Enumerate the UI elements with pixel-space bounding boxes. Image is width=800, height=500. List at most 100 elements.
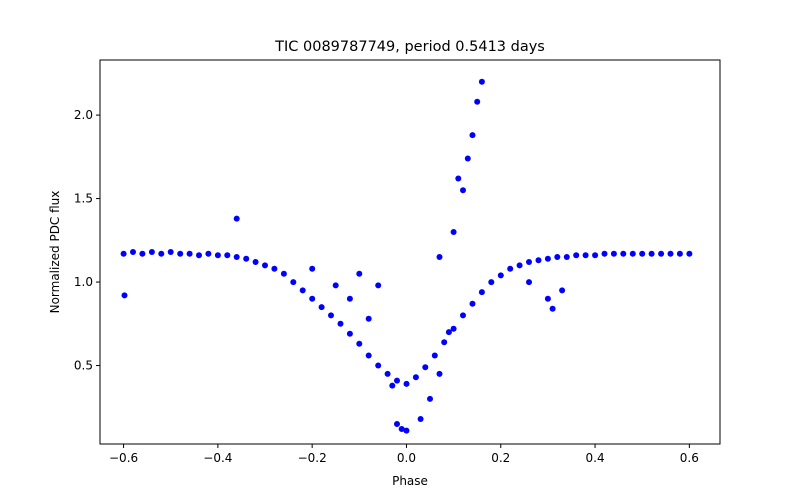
data-point xyxy=(535,257,542,264)
data-point xyxy=(290,279,297,286)
data-point xyxy=(507,265,514,272)
data-point xyxy=(436,254,443,260)
data-point xyxy=(544,255,551,262)
x-tick-label: 0.6 xyxy=(680,451,699,465)
data-point xyxy=(375,282,382,289)
data-point xyxy=(676,250,683,257)
data-point xyxy=(332,282,339,289)
data-point xyxy=(233,215,240,222)
data-point xyxy=(667,250,674,257)
data-point xyxy=(497,272,504,279)
data-point xyxy=(224,252,231,259)
data-point xyxy=(450,325,457,332)
data-point xyxy=(177,250,184,257)
data-point xyxy=(629,250,636,257)
y-axis-ticks: 0.5 1.0 1.5 2.0 xyxy=(74,108,100,373)
data-point xyxy=(384,370,391,377)
data-point xyxy=(526,259,532,265)
data-point xyxy=(554,254,561,260)
data-point xyxy=(478,78,485,85)
data-point xyxy=(488,279,495,286)
data-point xyxy=(130,249,136,255)
data-point xyxy=(460,187,466,194)
data-point xyxy=(309,295,316,302)
data-point xyxy=(337,320,344,327)
data-point xyxy=(346,295,353,302)
data-point xyxy=(516,262,523,269)
data-point xyxy=(417,416,424,422)
data-point xyxy=(469,300,476,307)
data-point xyxy=(148,249,155,255)
data-point xyxy=(601,250,608,257)
data-point xyxy=(243,255,250,262)
data-point xyxy=(464,155,471,162)
x-tick-label: 0.0 xyxy=(397,451,416,465)
y-tick-label: 2.0 xyxy=(74,108,93,122)
data-point xyxy=(139,250,146,257)
x-axis-label: Phase xyxy=(392,474,428,488)
data-point xyxy=(559,287,566,294)
data-point xyxy=(214,252,221,259)
y-tick-label: 0.5 xyxy=(74,359,93,373)
x-tick-label: 0.4 xyxy=(586,451,605,465)
data-point xyxy=(389,382,396,389)
data-point xyxy=(196,252,202,259)
plot-area-frame xyxy=(99,59,721,445)
chart-title: TIC 0089787749, period 0.5413 days xyxy=(274,39,545,55)
data-point xyxy=(526,279,532,286)
data-point xyxy=(573,252,580,259)
data-point xyxy=(120,250,127,257)
data-point xyxy=(356,270,363,277)
data-point xyxy=(648,250,655,257)
scatter-points xyxy=(120,78,693,434)
data-point xyxy=(365,352,372,359)
data-point xyxy=(365,315,372,322)
data-point xyxy=(639,250,646,257)
data-point xyxy=(356,340,363,347)
data-point xyxy=(422,364,429,371)
data-point xyxy=(346,330,353,337)
data-point xyxy=(469,132,476,139)
data-point xyxy=(441,339,448,346)
data-point xyxy=(309,265,316,272)
x-axis-ticks: −0.6 −0.4 −0.2 0.0 0.2 0.4 0.6 xyxy=(109,444,699,465)
data-point xyxy=(431,352,438,359)
y-tick-label: 1.0 xyxy=(74,275,93,289)
data-point xyxy=(271,265,278,272)
data-point xyxy=(205,250,212,257)
data-point xyxy=(328,312,334,319)
data-point xyxy=(544,295,551,302)
data-point xyxy=(186,250,193,257)
data-point xyxy=(233,254,240,260)
data-point xyxy=(398,426,405,432)
data-point xyxy=(658,250,665,257)
data-point xyxy=(474,98,481,105)
data-point xyxy=(592,252,599,259)
data-point xyxy=(478,289,485,296)
data-point xyxy=(455,175,462,182)
data-point xyxy=(403,427,410,434)
data-point xyxy=(262,262,268,269)
data-point xyxy=(563,254,570,260)
x-tick-label: −0.4 xyxy=(203,451,232,465)
data-point xyxy=(450,229,457,235)
data-point xyxy=(394,377,400,384)
x-tick-label: 0.2 xyxy=(491,451,510,465)
data-point xyxy=(686,250,693,257)
data-point xyxy=(582,252,589,259)
y-axis-label: Normalized PDC flux xyxy=(48,191,62,314)
data-point xyxy=(394,421,400,427)
data-point xyxy=(610,250,617,257)
data-point xyxy=(121,292,128,299)
x-tick-label: −0.2 xyxy=(298,451,327,465)
data-point xyxy=(412,374,419,381)
data-point xyxy=(167,249,174,255)
data-point xyxy=(427,395,433,402)
x-tick-label: −0.6 xyxy=(109,451,138,465)
data-point xyxy=(445,329,452,336)
data-point xyxy=(299,287,306,294)
data-point xyxy=(375,362,382,369)
y-tick-label: 1.5 xyxy=(74,192,93,206)
